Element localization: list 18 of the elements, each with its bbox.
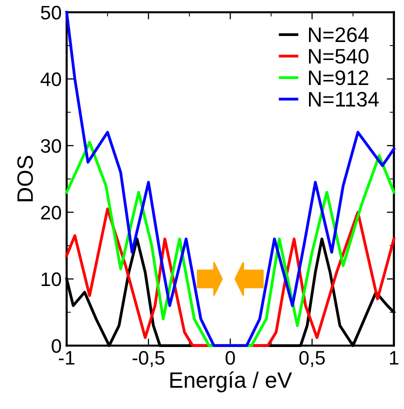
y-tick-label: 30	[40, 139, 62, 153]
line-series	[65, 10, 396, 347]
y-tick-label: 20	[41, 206, 62, 220]
y-tick-label: 0	[52, 339, 62, 353]
x-tick-label: 0,5	[299, 350, 325, 368]
x-tick-label: -1	[58, 351, 74, 365]
legend-label: N=912	[309, 70, 368, 86]
legend-label: N=1134	[309, 92, 379, 107]
legend-label: N=264	[309, 27, 369, 42]
y-tick-label: 50	[40, 6, 62, 20]
x-tick-label: -0,5	[132, 350, 164, 368]
legend-label: N=540	[309, 48, 368, 64]
x-axis-title: Energía / eV	[170, 371, 292, 392]
x-tick-label: 0	[226, 350, 235, 365]
y-tick-label: 40	[40, 72, 62, 86]
y-tick-label: 10	[42, 272, 62, 286]
y-axis-title: DOS	[17, 156, 34, 202]
x-tick-label: 1	[390, 351, 398, 365]
